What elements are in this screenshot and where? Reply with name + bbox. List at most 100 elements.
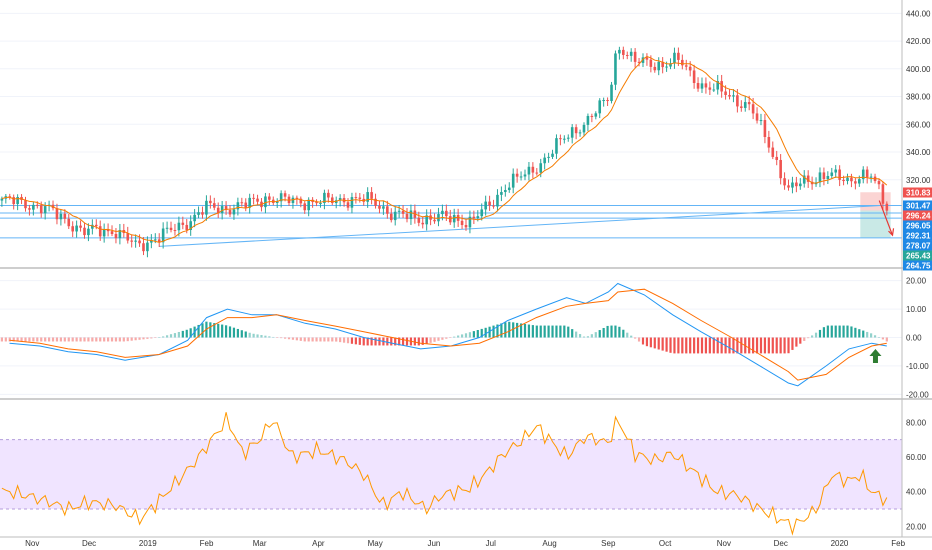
candle-body xyxy=(433,219,436,222)
macd-histogram-bar xyxy=(413,337,416,346)
macd-histogram-bar xyxy=(91,337,94,342)
macd-histogram-bar xyxy=(213,323,216,338)
macd-histogram-bar xyxy=(162,336,165,338)
candle-body xyxy=(716,81,720,90)
macd-histogram-bar xyxy=(508,321,511,338)
candle-body xyxy=(629,51,633,56)
time-tick-label: Feb xyxy=(200,539,214,548)
candle-body xyxy=(614,53,617,85)
macd-tick-label: 10.00 xyxy=(906,305,927,314)
macd-histogram-bar xyxy=(799,337,802,344)
candle-body xyxy=(370,192,373,199)
macd-histogram-bar xyxy=(47,337,51,342)
candle-body xyxy=(75,225,78,232)
macd-histogram-bar xyxy=(618,326,621,338)
time-tick-label: May xyxy=(368,539,383,548)
candle-body xyxy=(755,113,759,121)
macd-tick-label: -20.00 xyxy=(906,390,929,399)
macd-histogram-bar xyxy=(826,325,829,338)
candle-body xyxy=(586,115,590,125)
candle-body xyxy=(126,233,130,241)
macd-histogram-bar xyxy=(401,337,405,346)
candle-body xyxy=(330,197,334,204)
candle-body xyxy=(393,211,397,221)
candle-body xyxy=(382,206,385,209)
candle-body xyxy=(641,57,645,63)
macd-histogram-bar xyxy=(315,337,318,342)
macd-histogram-bar xyxy=(394,337,397,346)
macd-histogram-bar xyxy=(775,337,778,354)
macd-histogram-bar xyxy=(103,337,106,342)
macd-histogram-bar xyxy=(834,325,837,338)
candle-body xyxy=(173,230,177,232)
macd-histogram-bar xyxy=(523,323,527,338)
macd-histogram-bar xyxy=(622,329,625,338)
candle-body xyxy=(264,196,267,208)
macd-histogram-bar xyxy=(685,337,688,354)
macd-histogram-bar xyxy=(181,330,184,338)
macd-histogram-bar xyxy=(492,325,495,338)
macd-histogram-bar xyxy=(118,337,121,342)
candle-body xyxy=(523,174,527,177)
macd-histogram-bar xyxy=(476,330,479,338)
candle-body xyxy=(252,197,255,199)
rsi-panel xyxy=(0,412,902,536)
candle-body xyxy=(456,215,460,221)
candle-body xyxy=(378,205,381,209)
candle-body xyxy=(8,196,12,198)
candle-body xyxy=(165,227,169,229)
macd-histogram-bar xyxy=(464,333,468,338)
macd-histogram-bar xyxy=(55,337,59,342)
candle-body xyxy=(854,181,857,184)
macd-histogram-bar xyxy=(295,337,298,341)
candle-body xyxy=(795,182,798,187)
time-tick-label: Oct xyxy=(659,539,672,548)
candle-body xyxy=(688,66,692,71)
candle-body xyxy=(511,173,515,188)
macd-histogram-bar xyxy=(598,330,601,338)
candle-body xyxy=(610,84,613,102)
macd-histogram-bar xyxy=(0,337,3,342)
candle-body xyxy=(633,51,637,62)
time-tick-label: Nov xyxy=(717,539,731,548)
macd-histogram-bar xyxy=(272,336,275,338)
macd-tick-label: 20.00 xyxy=(906,277,927,286)
macd-histogram-bar xyxy=(885,337,888,342)
candle-body xyxy=(425,215,428,225)
candle-body xyxy=(283,193,287,197)
candle-body xyxy=(504,190,507,193)
macd-histogram-bar xyxy=(63,337,66,342)
macd-histogram-bar xyxy=(779,337,782,354)
candle-body xyxy=(130,240,133,242)
candle-body xyxy=(865,169,869,178)
macd-histogram-bar xyxy=(696,337,700,354)
candle-body xyxy=(472,216,476,219)
candle-body xyxy=(16,196,19,205)
candle-body xyxy=(295,197,299,199)
macd-histogram-bar xyxy=(567,326,570,338)
macd-histogram-bar xyxy=(814,332,818,338)
candle-body xyxy=(696,82,700,89)
macd-histogram-bar xyxy=(582,336,586,338)
time-tick-label: Mar xyxy=(253,539,267,548)
projection-arrow xyxy=(878,200,894,236)
candle-body xyxy=(582,124,586,133)
candle-body xyxy=(110,231,114,235)
macd-histogram-bar xyxy=(527,324,531,338)
candle-body xyxy=(59,213,63,220)
candle-body xyxy=(157,239,161,243)
candle-body xyxy=(484,201,487,210)
macd-histogram-bar xyxy=(563,325,566,338)
macd-histogram-bar xyxy=(256,334,259,338)
candle-body xyxy=(618,49,621,54)
reward-zone xyxy=(860,210,891,238)
candle-body xyxy=(464,225,468,228)
macd-histogram-bar xyxy=(531,325,534,338)
macd-histogram-bar xyxy=(126,337,129,342)
macd-histogram-bar xyxy=(276,337,279,338)
candle-body xyxy=(563,138,566,140)
macd-histogram-bar xyxy=(67,337,70,342)
candle-body xyxy=(366,192,369,202)
candle-body xyxy=(492,205,495,207)
macd-histogram-bar xyxy=(445,337,448,339)
